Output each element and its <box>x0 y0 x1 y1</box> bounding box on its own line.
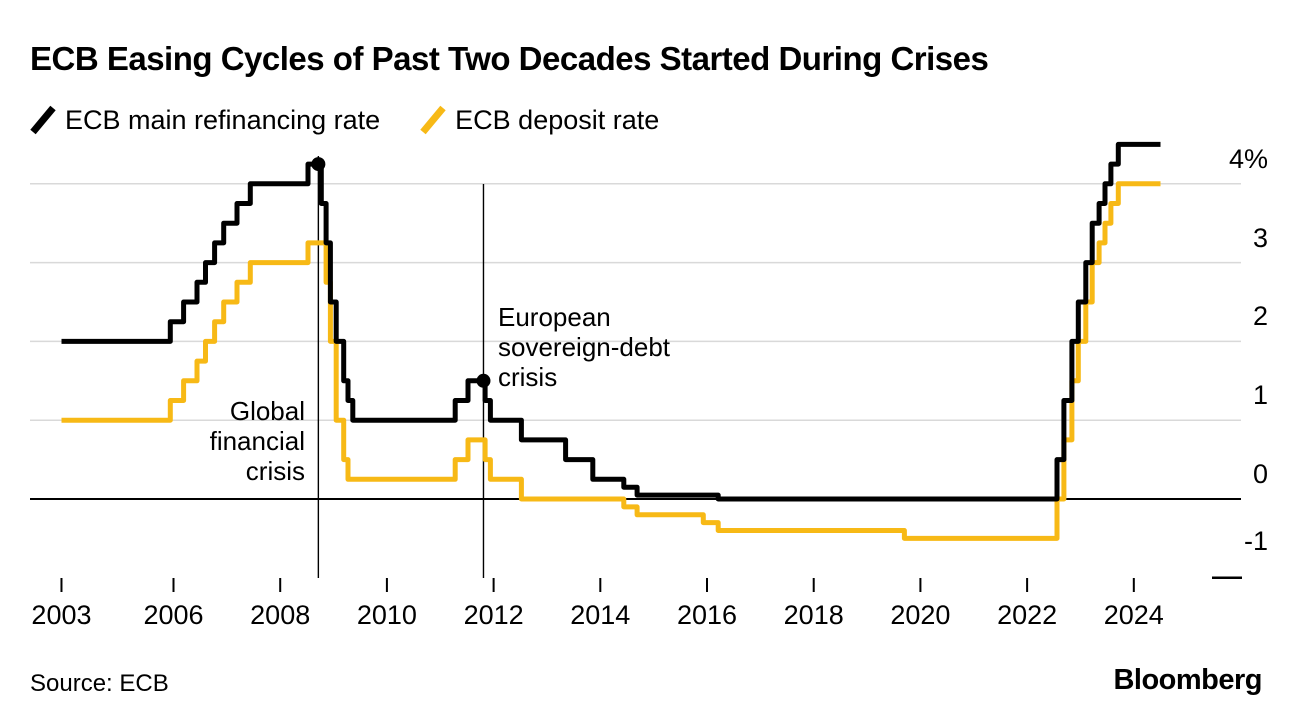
legend-item-deposit-rate: ECB deposit rate <box>420 104 659 136</box>
crisis-peak-dot <box>476 373 491 388</box>
y-axis-label: 4% <box>1228 143 1268 174</box>
x-axis-label: 2003 <box>31 600 92 630</box>
x-axis-label: 2020 <box>890 600 951 630</box>
x-axis-label: 2006 <box>143 600 204 630</box>
x-axis-label: 2016 <box>676 600 738 630</box>
slash-icon <box>420 105 446 135</box>
series-line-ecb-deposit-rate <box>61 181 1161 541</box>
legend: ECB main refinancing rate ECB deposit ra… <box>30 104 659 136</box>
crisis-peak-dot <box>311 157 326 172</box>
x-axis-label: 2010 <box>356 600 417 630</box>
x-axis-label: 2014 <box>570 600 631 630</box>
y-axis-label: 0 <box>1252 459 1268 489</box>
y-axis-label: 3 <box>1252 222 1268 253</box>
y-axis-label: 2 <box>1252 301 1268 332</box>
x-axis-label: 2018 <box>783 600 844 630</box>
legend-item-main-refinancing-rate: ECB main refinancing rate <box>30 104 380 136</box>
y-axis-label: -1 <box>1243 525 1268 556</box>
x-axis-label: 2012 <box>463 600 524 630</box>
chart-title: ECB Easing Cycles of Past Two Decades St… <box>30 40 989 77</box>
bloomberg-logo: Bloomberg <box>1113 664 1262 696</box>
source-credit: Source: ECB <box>30 670 169 697</box>
x-axis-label: 2008 <box>250 600 311 630</box>
x-axis-label: 2022 <box>997 600 1058 630</box>
y-axis-label: 1 <box>1252 380 1268 411</box>
annotation-global-financial-crisis: Global financial crisis <box>209 396 305 486</box>
legend-label: ECB deposit rate <box>455 104 660 135</box>
legend-label: ECB main refinancing rate <box>65 104 381 135</box>
slash-icon <box>30 105 56 135</box>
annotation-european-sovereign-debt-crisis: European sovereign-debt crisis <box>498 302 670 392</box>
x-axis-label: 2024 <box>1103 600 1164 630</box>
